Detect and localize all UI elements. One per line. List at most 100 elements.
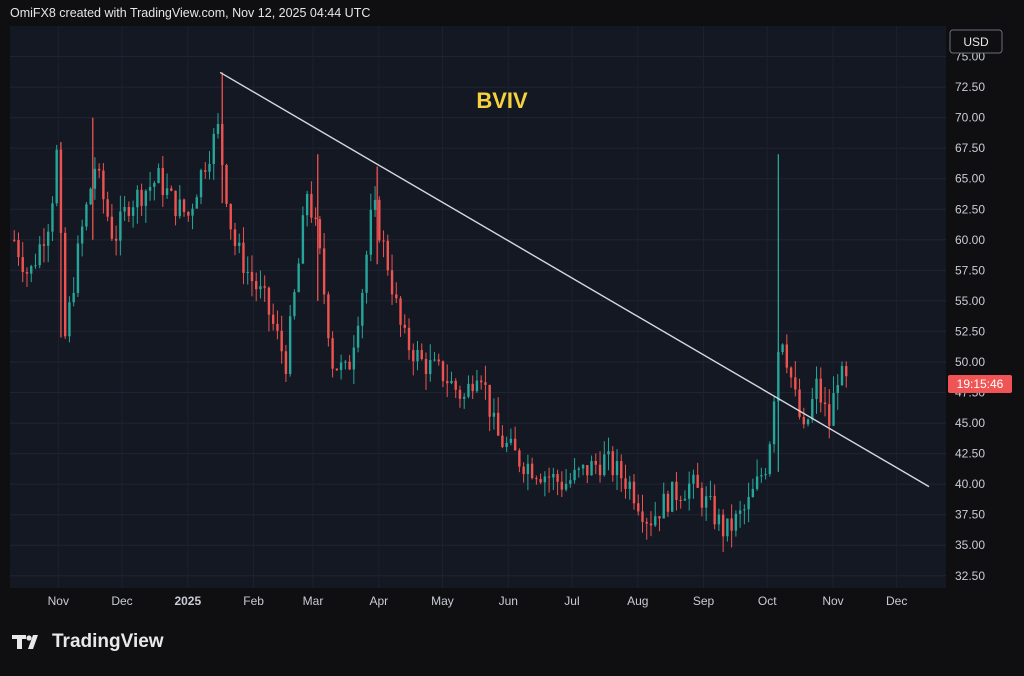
candle-body (781, 344, 784, 353)
candle-body (80, 226, 84, 244)
tradingview-brand: TradingView (12, 631, 164, 653)
candle-body (598, 464, 602, 476)
candle-body (25, 272, 29, 274)
y-tick-label: 55.00 (955, 294, 985, 308)
candle-body (301, 215, 305, 264)
x-tick-label: Dec (111, 594, 132, 608)
candle-body (339, 362, 343, 371)
candle-body (310, 193, 313, 218)
candle-body (34, 265, 37, 267)
candle-body (246, 271, 249, 273)
candle-body (318, 219, 322, 249)
candle-body (271, 314, 275, 324)
candle-body (467, 383, 470, 397)
candle-body (738, 510, 742, 514)
candle-body (204, 170, 207, 172)
candle-body (89, 188, 92, 205)
candle-body (259, 286, 262, 290)
candle-body (395, 294, 398, 299)
candle-body (242, 242, 245, 273)
candle-body (764, 474, 767, 476)
candle-body (815, 378, 818, 400)
price-axis (946, 26, 1024, 611)
candle-body (250, 271, 254, 282)
candle-body (717, 514, 721, 525)
y-tick-label: 67.50 (955, 141, 985, 155)
candle-body (174, 190, 177, 217)
candle-body (93, 168, 97, 189)
candle-body (709, 496, 712, 498)
candle-body (441, 361, 445, 382)
candle-body (552, 473, 555, 478)
candle-body (284, 351, 288, 375)
candle-body (38, 244, 41, 266)
candle-body (21, 257, 24, 273)
candle-body (13, 239, 16, 241)
candle-body (195, 197, 198, 209)
candles (13, 72, 848, 553)
candle-body (823, 402, 827, 405)
candle-body (97, 168, 101, 171)
candle-body (280, 330, 283, 352)
candle-body (632, 481, 636, 504)
candle-body (501, 435, 504, 448)
candle-body (55, 149, 58, 204)
candle-body (806, 419, 810, 425)
y-tick-label: 42.50 (955, 447, 985, 461)
candle-body (335, 368, 339, 371)
candle-body (845, 366, 848, 377)
candle-body (199, 170, 203, 198)
candle-body (840, 366, 844, 386)
candle-body (789, 367, 793, 378)
candle-body (365, 254, 368, 293)
candle-body (72, 292, 75, 303)
candle-body (356, 325, 360, 348)
candle-body (581, 465, 585, 469)
x-tick-label: 2025 (174, 594, 201, 608)
candle-body (225, 165, 228, 204)
candle-body (658, 516, 661, 519)
candle-body (276, 323, 279, 331)
candle-body (238, 242, 241, 247)
candle-body (454, 380, 457, 390)
candle-body (416, 350, 419, 362)
candle-body (509, 438, 513, 443)
candle-body (288, 316, 292, 375)
candle-body (637, 503, 640, 512)
price-label-box (948, 374, 1012, 393)
plot-background (10, 26, 946, 588)
candle-body (331, 338, 334, 369)
candle-body (573, 469, 576, 481)
candle-body (390, 270, 394, 295)
candle-body (51, 203, 54, 232)
candle-body (68, 302, 71, 337)
currency-badge[interactable]: USD (949, 29, 1003, 54)
candle-body (564, 483, 568, 490)
candle-body (611, 451, 614, 476)
candle-body (794, 377, 797, 390)
candle-body (586, 465, 589, 476)
candle-body (760, 475, 763, 477)
candle-body (662, 493, 665, 519)
candle-body (654, 516, 657, 526)
candle-body (161, 168, 165, 195)
candle-body (603, 454, 606, 476)
candle-body (182, 199, 186, 213)
candle-body (645, 521, 648, 524)
candle-body (628, 481, 631, 489)
candle-body (590, 461, 593, 476)
candle-body (136, 189, 139, 208)
candle-body (543, 476, 547, 483)
candle-body (458, 389, 462, 399)
candle-body (102, 170, 105, 200)
candle-body (157, 168, 160, 184)
price-label-text: 19:15:46 (957, 377, 1004, 391)
y-tick-label: 50.00 (955, 355, 985, 369)
candle-body (683, 498, 687, 501)
x-tick-label: Mar (303, 594, 324, 608)
candle-body (798, 389, 801, 417)
candle-body (772, 401, 776, 445)
candle-body (216, 124, 220, 134)
